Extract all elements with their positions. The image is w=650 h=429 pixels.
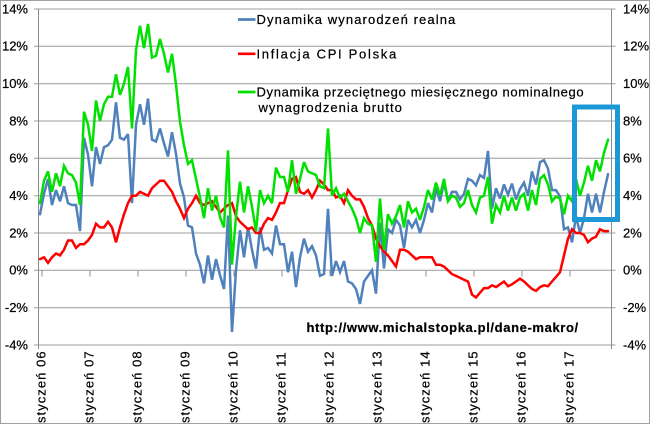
svg-text:-4%: -4% — [5, 337, 29, 352]
svg-text:styczeń 10: styczeń 10 — [226, 350, 241, 423]
svg-text:10%: 10% — [2, 76, 28, 91]
svg-text:styczeń 09: styczeń 09 — [178, 350, 193, 423]
svg-text:0%: 0% — [623, 263, 642, 278]
svg-text:4%: 4% — [9, 188, 28, 203]
svg-text:10%: 10% — [623, 76, 649, 91]
svg-text:2%: 2% — [9, 225, 28, 240]
svg-text:0%: 0% — [9, 263, 28, 278]
svg-text:8%: 8% — [623, 113, 642, 128]
svg-text:-2%: -2% — [623, 300, 647, 315]
svg-text:styczeń 17: styczeń 17 — [562, 350, 577, 423]
svg-text:6%: 6% — [623, 151, 642, 166]
svg-text:Dynamika wynarodzeń realna: Dynamika wynarodzeń realna — [257, 12, 457, 27]
svg-text:styczeń 12: styczeń 12 — [322, 350, 337, 423]
svg-text:8%: 8% — [9, 113, 28, 128]
svg-text:2%: 2% — [623, 225, 642, 240]
svg-text:14%: 14% — [2, 1, 28, 16]
svg-text:-2%: -2% — [5, 300, 29, 315]
svg-text:styczeń 16: styczeń 16 — [514, 350, 529, 423]
svg-text:Dynamika przeciętnego miesięcz: Dynamika przeciętnego miesięcznego nomin… — [257, 85, 585, 100]
svg-text:4%: 4% — [623, 188, 642, 203]
svg-text:styczeń 14: styczeń 14 — [418, 350, 433, 423]
svg-text:http://www.michalstopka.pl/dan: http://www.michalstopka.pl/dane-makro/ — [307, 320, 579, 335]
svg-text:Inflacja CPI Polska: Inflacja CPI Polska — [257, 47, 398, 62]
svg-text:styczeń 06: styczeń 06 — [34, 350, 49, 423]
svg-text:styczeń 11: styczeń 11 — [274, 351, 289, 423]
svg-text:-4%: -4% — [623, 337, 647, 352]
svg-text:styczeń 15: styczeń 15 — [466, 350, 481, 423]
svg-text:14%: 14% — [623, 1, 649, 16]
svg-text:6%: 6% — [9, 151, 28, 166]
svg-text:styczeń 08: styczeń 08 — [130, 350, 145, 423]
svg-text:12%: 12% — [623, 39, 649, 54]
svg-text:wynagrodzenia brutto: wynagrodzenia brutto — [258, 100, 403, 115]
svg-text:12%: 12% — [2, 39, 28, 54]
svg-text:styczeń 13: styczeń 13 — [370, 350, 385, 423]
svg-text:styczeń 07: styczeń 07 — [82, 350, 97, 423]
